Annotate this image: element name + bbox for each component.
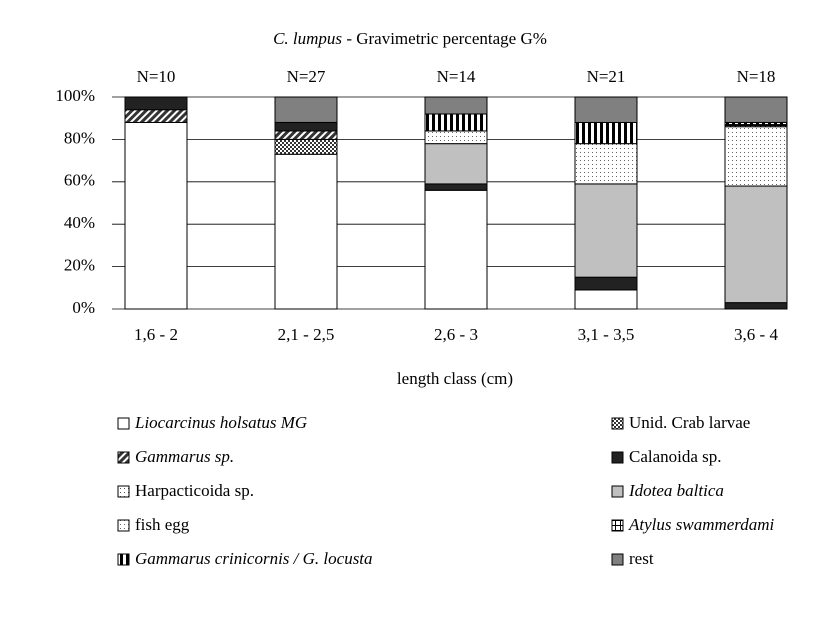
bar-segment bbox=[424, 183, 488, 191]
bar-annotation: N=21 bbox=[587, 67, 626, 86]
bar-segment bbox=[274, 121, 338, 132]
legend-swatch bbox=[117, 417, 130, 430]
bar-segment bbox=[274, 153, 338, 310]
legend-label: Gammarus sp. bbox=[135, 447, 234, 466]
labels: 0% 20% 40% 60% 80% 100% 1,6 - 2 N=10 2,1 - 2,5 N=… bbox=[55, 67, 778, 344]
bar-segment bbox=[424, 143, 488, 185]
y-tick-label: 60% bbox=[64, 171, 95, 190]
bar-segment bbox=[574, 276, 638, 291]
legend-label: Unid. Crab larvae bbox=[629, 413, 750, 432]
legend-swatch bbox=[117, 553, 130, 566]
bar-segment bbox=[274, 138, 338, 155]
bar-segment bbox=[574, 121, 638, 145]
legend-label: Harpacticoida sp. bbox=[135, 481, 254, 500]
bar-segment bbox=[424, 189, 488, 310]
legend-label: Idotea baltica bbox=[628, 481, 724, 500]
y-tick-label: 80% bbox=[64, 128, 95, 147]
legend-swatch bbox=[611, 451, 624, 464]
bar-annotation: N=10 bbox=[137, 67, 176, 86]
y-tick-label: 20% bbox=[64, 256, 95, 275]
bar-segment bbox=[424, 113, 488, 132]
y-tick-label: 0% bbox=[72, 298, 95, 317]
title-text: - Gravimetric percentage G% bbox=[346, 29, 547, 48]
bar-segment bbox=[574, 143, 638, 185]
x-tick-label: 3,1 - 3,5 bbox=[578, 325, 635, 344]
bar-segment bbox=[274, 130, 338, 140]
x-axis-label: length class (cm) bbox=[397, 369, 513, 388]
bar-segment bbox=[124, 121, 188, 310]
legend-label: Atylus swammerdami bbox=[628, 515, 775, 534]
bar-segment bbox=[724, 126, 788, 187]
bar-annotation: N=18 bbox=[737, 67, 776, 86]
y-tick-label: 100% bbox=[55, 86, 95, 105]
legend-swatch bbox=[611, 519, 624, 532]
bar-segment bbox=[424, 96, 488, 115]
bar-segment bbox=[274, 96, 338, 123]
legend-swatch bbox=[117, 519, 130, 532]
bar-segment bbox=[724, 185, 788, 304]
x-tick-label: 1,6 - 2 bbox=[134, 325, 178, 344]
bar-segment bbox=[724, 302, 788, 310]
bar-segment bbox=[724, 96, 788, 123]
legend-swatch bbox=[611, 553, 624, 566]
y-tick-label: 40% bbox=[64, 213, 95, 232]
legend-label: Gammarus crinicornis / G. locusta bbox=[135, 549, 373, 568]
bar-segment bbox=[574, 96, 638, 123]
chart-title: C. lumpus - Gravimetric percentage G% bbox=[273, 29, 547, 48]
legend-swatch bbox=[117, 485, 130, 498]
bar-annotation: N=14 bbox=[437, 67, 476, 86]
x-tick-label: 2,6 - 3 bbox=[434, 325, 478, 344]
bar-segment bbox=[124, 96, 188, 111]
bar-segment bbox=[574, 183, 638, 278]
legend-label: Liocarcinus holsatus MG bbox=[134, 413, 307, 432]
legend-swatch bbox=[611, 417, 624, 430]
legend-label: fish egg bbox=[135, 515, 190, 534]
title-species: C. lumpus bbox=[273, 29, 342, 48]
bar-annotation: N=27 bbox=[287, 67, 326, 86]
bars bbox=[124, 96, 788, 310]
bar-segment bbox=[424, 130, 488, 145]
legend-label: Calanoida sp. bbox=[629, 447, 722, 466]
x-tick-label: 3,6 - 4 bbox=[734, 325, 778, 344]
legend-label: rest bbox=[629, 549, 654, 568]
legend-swatch bbox=[611, 485, 624, 498]
legend: Liocarcinus holsatus MG Unid. Crab larvae… bbox=[117, 413, 775, 568]
bar-segment bbox=[124, 109, 188, 123]
legend-swatch bbox=[117, 451, 130, 464]
x-tick-label: 2,1 - 2,5 bbox=[278, 325, 335, 344]
bar-segment bbox=[574, 289, 638, 310]
